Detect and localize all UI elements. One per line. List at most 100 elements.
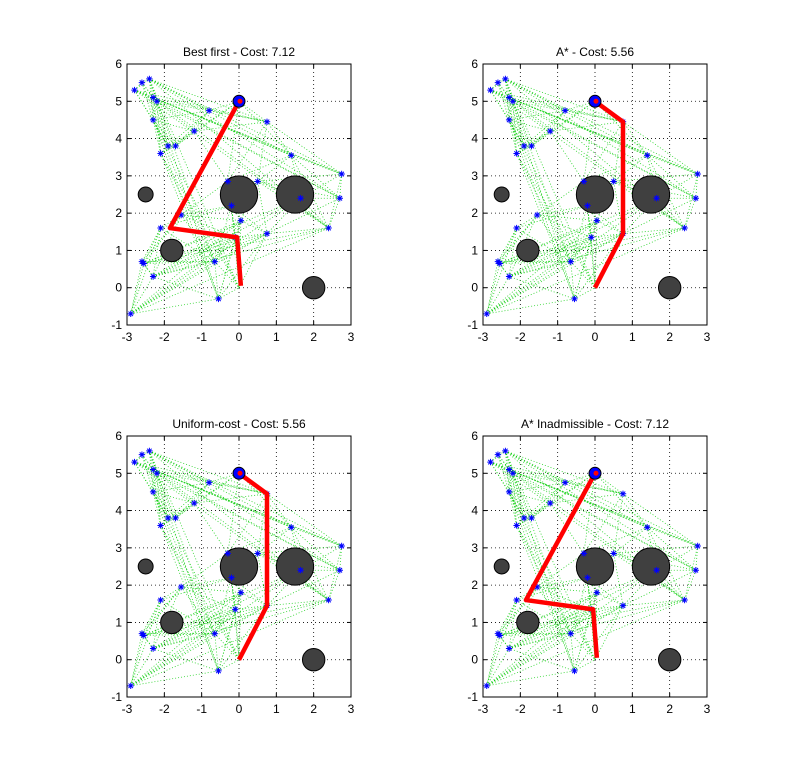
search-edge [622, 493, 648, 528]
node-marker [483, 310, 490, 318]
search-edge [684, 173, 699, 229]
node-marker [157, 522, 164, 529]
search-edge [214, 592, 242, 634]
search-edge [152, 473, 158, 493]
search-edge [508, 119, 525, 147]
search-edge [508, 609, 592, 649]
subplot-a-star: -3 -2 -1 0 1 2 3 -1 0 1 2 3 4 5 6 A* - Cost: 5.56 [467, 45, 710, 344]
search-edge [152, 97, 292, 156]
search-edge [570, 577, 588, 634]
search-edge [570, 261, 575, 299]
x-tick-label: -1 [196, 330, 207, 344]
search-edge [141, 454, 158, 474]
search-edge [508, 469, 685, 601]
search-edge [160, 214, 182, 229]
search-edge [134, 89, 342, 175]
search-edge [143, 569, 301, 636]
node-marker [127, 310, 134, 318]
search-edge [486, 599, 517, 686]
search-edge [499, 236, 592, 264]
search-edge [218, 287, 240, 300]
search-edge [490, 89, 525, 147]
search-edges [486, 78, 699, 315]
search-edge [516, 153, 572, 262]
roadmap-nodes [127, 447, 345, 690]
search-edge [156, 472, 195, 504]
node-marker [228, 202, 235, 209]
x-tick-label: 1 [629, 330, 636, 344]
search-edge [550, 493, 624, 504]
node-marker [692, 195, 699, 202]
search-edge [180, 181, 229, 216]
node-marker [131, 86, 138, 94]
search-edge [160, 130, 195, 154]
search-edge [486, 276, 510, 315]
y-tick-label: 4 [115, 504, 122, 518]
ticks: -3 -2 -1 0 1 2 3 -1 0 1 2 3 4 5 6 [111, 429, 354, 716]
node-marker [191, 127, 198, 135]
x-tick-label: 2 [666, 330, 673, 344]
roadmap-nodes [127, 75, 345, 318]
roadmap-nodes [483, 447, 701, 690]
subplot-title: Uniform-cost - Cost: 5.56 [172, 417, 306, 431]
search-edge [508, 569, 657, 649]
node-marker [588, 234, 595, 241]
search-edge [143, 236, 236, 264]
node-marker [297, 195, 304, 202]
ticks: -3 -2 -1 0 1 2 3 -1 0 1 2 3 4 5 6 [111, 57, 354, 344]
search-edge [499, 608, 592, 636]
subplot-title: A* Inadmissible - Cost: 7.12 [521, 417, 669, 431]
node-marker [593, 217, 601, 224]
search-edge [497, 214, 538, 262]
node-marker [153, 98, 161, 105]
search-edge [214, 220, 242, 262]
search-edge [160, 525, 216, 634]
node-marker [513, 522, 520, 529]
search-edge [570, 633, 575, 671]
node-marker [263, 118, 271, 125]
search-edge [194, 121, 268, 132]
subplot-a-star-inadmissible: -3 -2 -1 0 1 2 3 -1 0 1 2 3 4 5 6 A* Inadmissible - Cos… [467, 417, 710, 716]
search-edge [695, 545, 699, 571]
search-edge [499, 586, 538, 636]
obstacle-circle [301, 648, 326, 672]
goal-marker-center [237, 470, 243, 476]
search-edge [531, 482, 566, 519]
node-marker [138, 79, 146, 86]
search-edge [570, 592, 598, 634]
search-edge [508, 469, 517, 526]
search-edge [143, 599, 329, 636]
search-edge [531, 110, 566, 147]
search-edge [486, 569, 657, 687]
node-marker [653, 567, 660, 574]
search-edge [153, 491, 195, 504]
search-edge [175, 130, 195, 147]
search-edge [516, 525, 575, 672]
search-edge [266, 121, 342, 175]
search-edge [143, 227, 329, 264]
y-tick-label: 4 [471, 132, 478, 146]
search-edge [499, 214, 538, 264]
search-edge [141, 454, 169, 519]
search-edge [339, 545, 343, 571]
obstacle-circle [631, 175, 671, 214]
search-edge [235, 233, 268, 238]
node-marker [502, 447, 509, 455]
search-edge [622, 121, 648, 156]
obstacle-circle [657, 648, 682, 672]
search-edge [587, 205, 592, 238]
y-tick-label: 1 [471, 615, 478, 629]
search-edge [238, 592, 242, 660]
x-tick-label: 3 [348, 330, 355, 344]
node-marker [177, 583, 185, 591]
search-edge [516, 525, 596, 660]
search-edge [257, 181, 340, 199]
search-edge [209, 100, 240, 111]
node-marker [547, 499, 554, 507]
search-edge [152, 237, 236, 277]
node-marker [157, 224, 164, 232]
search-edge [622, 197, 657, 234]
search-edge [497, 82, 510, 121]
x-tick-label: -2 [159, 702, 170, 716]
search-edge [130, 648, 154, 687]
